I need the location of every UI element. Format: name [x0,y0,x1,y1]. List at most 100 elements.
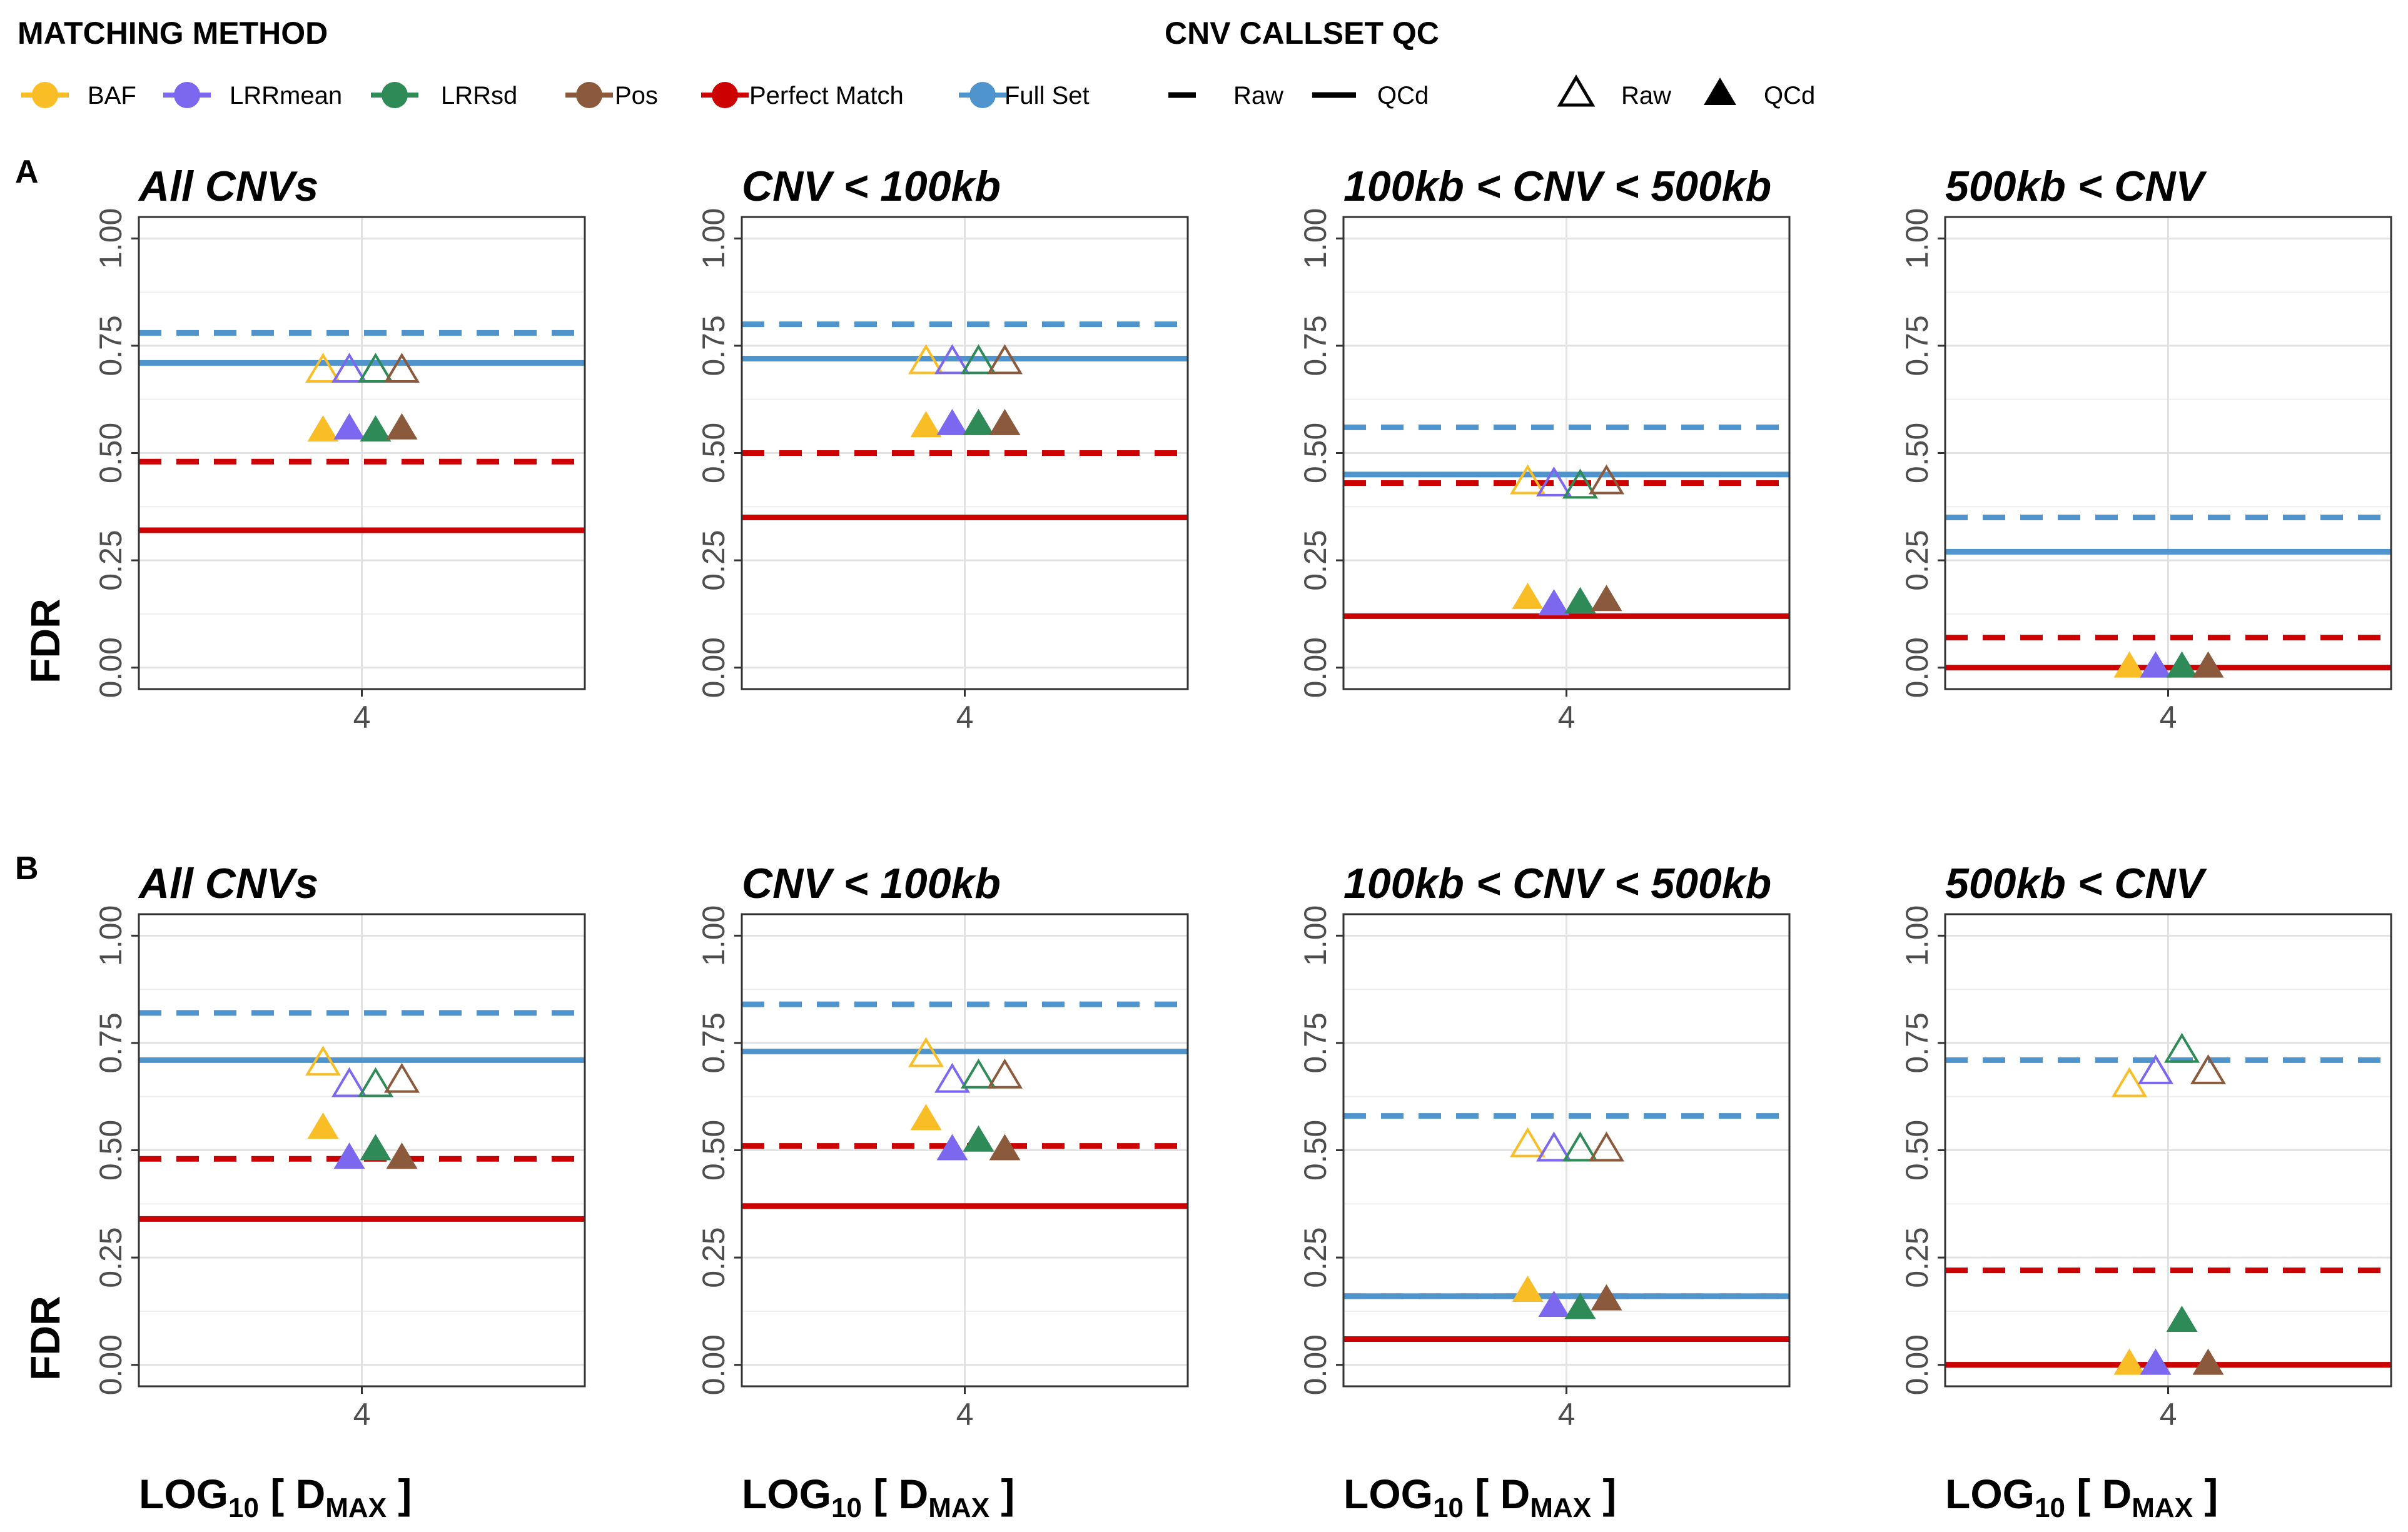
panel-b-3-ytick-label: 0.75 [1298,1012,1333,1073]
panel-a-2-ytick-label: 1.00 [696,208,731,269]
panel-b-1-baf-raw-point [305,1046,341,1076]
panel-b-1-ytick-label: 1.00 [93,905,128,966]
panel-b-4-ytick-label: 0.25 [1900,1227,1935,1288]
panel-a-1-ytick-label: 0.00 [93,637,128,698]
xaxis-label-col2: LOG10 [ DMAX ] [742,1471,1014,1523]
legend-filled-triangle-icon [1704,78,1736,105]
panel-b-4-lrrsd-qcd-point [2166,1306,2198,1333]
legend-qc-title: CNV CALLSET QC [1165,16,1439,51]
panel-b-3-ytick-label: 1.00 [1298,905,1333,966]
panel-a-3-baf-raw-point [1509,464,1546,495]
panel-b-4-baf-raw-point [2111,1067,2148,1097]
panel-b-3-pos-raw-point [1588,1131,1625,1162]
panel-a-4: 0.00 0.25 0.50 0.75 1.00 4 500kb < CNV [1900,163,2392,735]
panel-a-1-pos-raw-point [383,353,420,383]
panel-a-4-lrrmean-qcd-point [2140,651,2172,678]
panel-a-2-lrrsd-qcd-point [963,408,994,435]
panel-a-1-lrrmean-raw-point [331,353,368,383]
panel-a-3-ytick-label: 1.00 [1298,208,1333,269]
legend-shape-qcd-label: QCd [1764,82,1815,109]
panel-b-4-pos-qcd-point [2192,1348,2224,1375]
panel-b-2-pos-qcd-point [989,1134,1021,1161]
panel-b-3-ytick-label: 0.00 [1298,1334,1333,1395]
panel-b-3-lrrsd-qcd-point [1564,1293,1596,1319]
legend-perfect-dot-icon [712,82,738,108]
panel-b-2-lrrmean-qcd-point [936,1134,968,1161]
panel-a-4-ytick-label: 0.50 [1900,423,1935,483]
panel-b-4-ytick-label: 0.75 [1900,1012,1935,1073]
panel-a-4-ytick-label: 0.00 [1900,637,1935,698]
panel-b-2-lrrsd-qcd-point [963,1125,994,1152]
legend-lrrmean-label: LRRmean [230,82,342,109]
panel-a-2-pos-qcd-point [989,408,1021,435]
panel-a-1-baf-qcd-point [307,415,339,442]
legend-line-qcd-label: QCd [1377,82,1429,109]
panel-b-4-baf-qcd-point [2113,1348,2145,1375]
panel-b-2-baf-qcd-point [910,1104,942,1131]
panel-a-3-lrrmean-raw-point [1535,466,1572,496]
panel-b-3: 0.00 0.25 0.50 0.75 1.00 4 100kb < CNV < 500kb [1298,860,1791,1432]
panel-a-4-ytick-label: 1.00 [1900,208,1935,269]
row-a-tag: A [15,154,39,190]
panel-a-4-ytick-label: 0.25 [1900,530,1935,590]
panel-a-1-baf-raw-point [305,353,341,383]
panel-a-4-pos-qcd-point [2192,651,2224,678]
legend-baf-dot-icon [32,82,58,108]
panel-b-2-title: CNV < 100kb [742,860,1001,907]
panel-a-3-title: 100kb < CNV < 500kb [1343,163,1771,210]
panel-a-3-xtick-label: 4 [1558,700,1576,735]
panel-b-4-ytick-label: 0.00 [1900,1334,1935,1395]
panel-b-4-ytick-label: 0.50 [1900,1120,1935,1181]
panel-b-4-xtick-label: 4 [2160,1397,2177,1432]
legend-lrrmean-dot-icon [174,82,200,108]
legend-baf-label: BAF [88,82,136,109]
panel-a-2-baf-raw-point [908,344,944,375]
legend-matching-method: MATCHING METHOD BAF LRRmean LRRsd Pos Perfec… [18,16,1090,109]
row-b-tag: B [15,850,39,887]
panel-a-3-ytick-label: 0.00 [1298,637,1333,698]
panel-a-1-lrrsd-qcd-point [360,415,392,442]
panel-b-4-lrrsd-raw-point [2163,1032,2200,1063]
panel-a-3-lrrsd-raw-point [1562,468,1599,499]
panel-a-2-baf-qcd-point [910,411,942,438]
panel-b-3-lrrsd-raw-point [1562,1131,1599,1162]
xaxis-label-col4: LOG10 [ DMAX ] [1945,1471,2218,1523]
panel-a-1-lrrmean-qcd-point [333,413,365,440]
panel-b-3-ytick-label: 0.25 [1298,1227,1333,1288]
legend-full-label: Full Set [1004,82,1090,109]
panel-b-3-lrrmean-raw-point [1535,1131,1572,1162]
panel-b-4-lrrmean-qcd-point [2140,1348,2172,1375]
panel-b-4-title: 500kb < CNV [1945,860,2208,907]
panel-b-1: 0.00 0.25 0.50 0.75 1.00 4 All CNVs [93,860,586,1432]
panel-b-1-pos-raw-point [383,1062,420,1093]
legend-method-title: MATCHING METHOD [18,16,328,51]
panel-b-2-pos-raw-point [986,1058,1023,1089]
panel-a-1-ytick-label: 0.25 [93,530,128,590]
panel-a-3-lrrmean-qcd-point [1538,589,1570,616]
legend-shape-raw-label: Raw [1621,82,1671,109]
panel-a-3: 0.00 0.25 0.50 0.75 1.00 4 100kb < CNV < 500kb [1298,163,1791,735]
panel-b-2-ytick-label: 0.25 [696,1227,731,1288]
panel-b-1-ytick-label: 0.00 [93,1334,128,1395]
legend-cnv-callset-qc: CNV CALLSET QC Raw QCd Raw QCd [1165,16,1815,109]
panel-a-1: 0.00 0.25 0.50 0.75 1.00 4 All CNVs [93,163,586,735]
panel-b-4-pos-raw-point [2190,1054,2227,1084]
row-b-ylabel: FDR [22,1296,68,1381]
panel-b-3-title: 100kb < CNV < 500kb [1343,860,1771,907]
legend-full-dot-icon [969,82,996,108]
panel-b-2-xtick-label: 4 [956,1397,974,1432]
panel-b-4-lrrmean-raw-point [2137,1054,2174,1084]
panel-b-2-ytick-label: 0.75 [696,1012,731,1073]
panel-a-2-lrrmean-qcd-point [936,408,968,435]
panel-a-2-lrrsd-raw-point [960,344,997,375]
panel-a-3-ytick-label: 0.75 [1298,315,1333,376]
panel-a-2-lrrmean-raw-point [934,344,971,375]
panel-b-3-pos-qcd-point [1591,1284,1622,1311]
row-a-ylabel: FDR [22,598,68,683]
panel-b-4-ytick-label: 1.00 [1900,905,1935,966]
panel-a-4-ytick-label: 0.75 [1900,315,1935,376]
panel-a-3-lrrsd-qcd-point [1564,587,1596,613]
panel-b-1-baf-qcd-point [307,1112,339,1139]
panel-a-1-title: All CNVs [138,163,318,210]
panel-b-1-pos-qcd-point [386,1142,418,1169]
